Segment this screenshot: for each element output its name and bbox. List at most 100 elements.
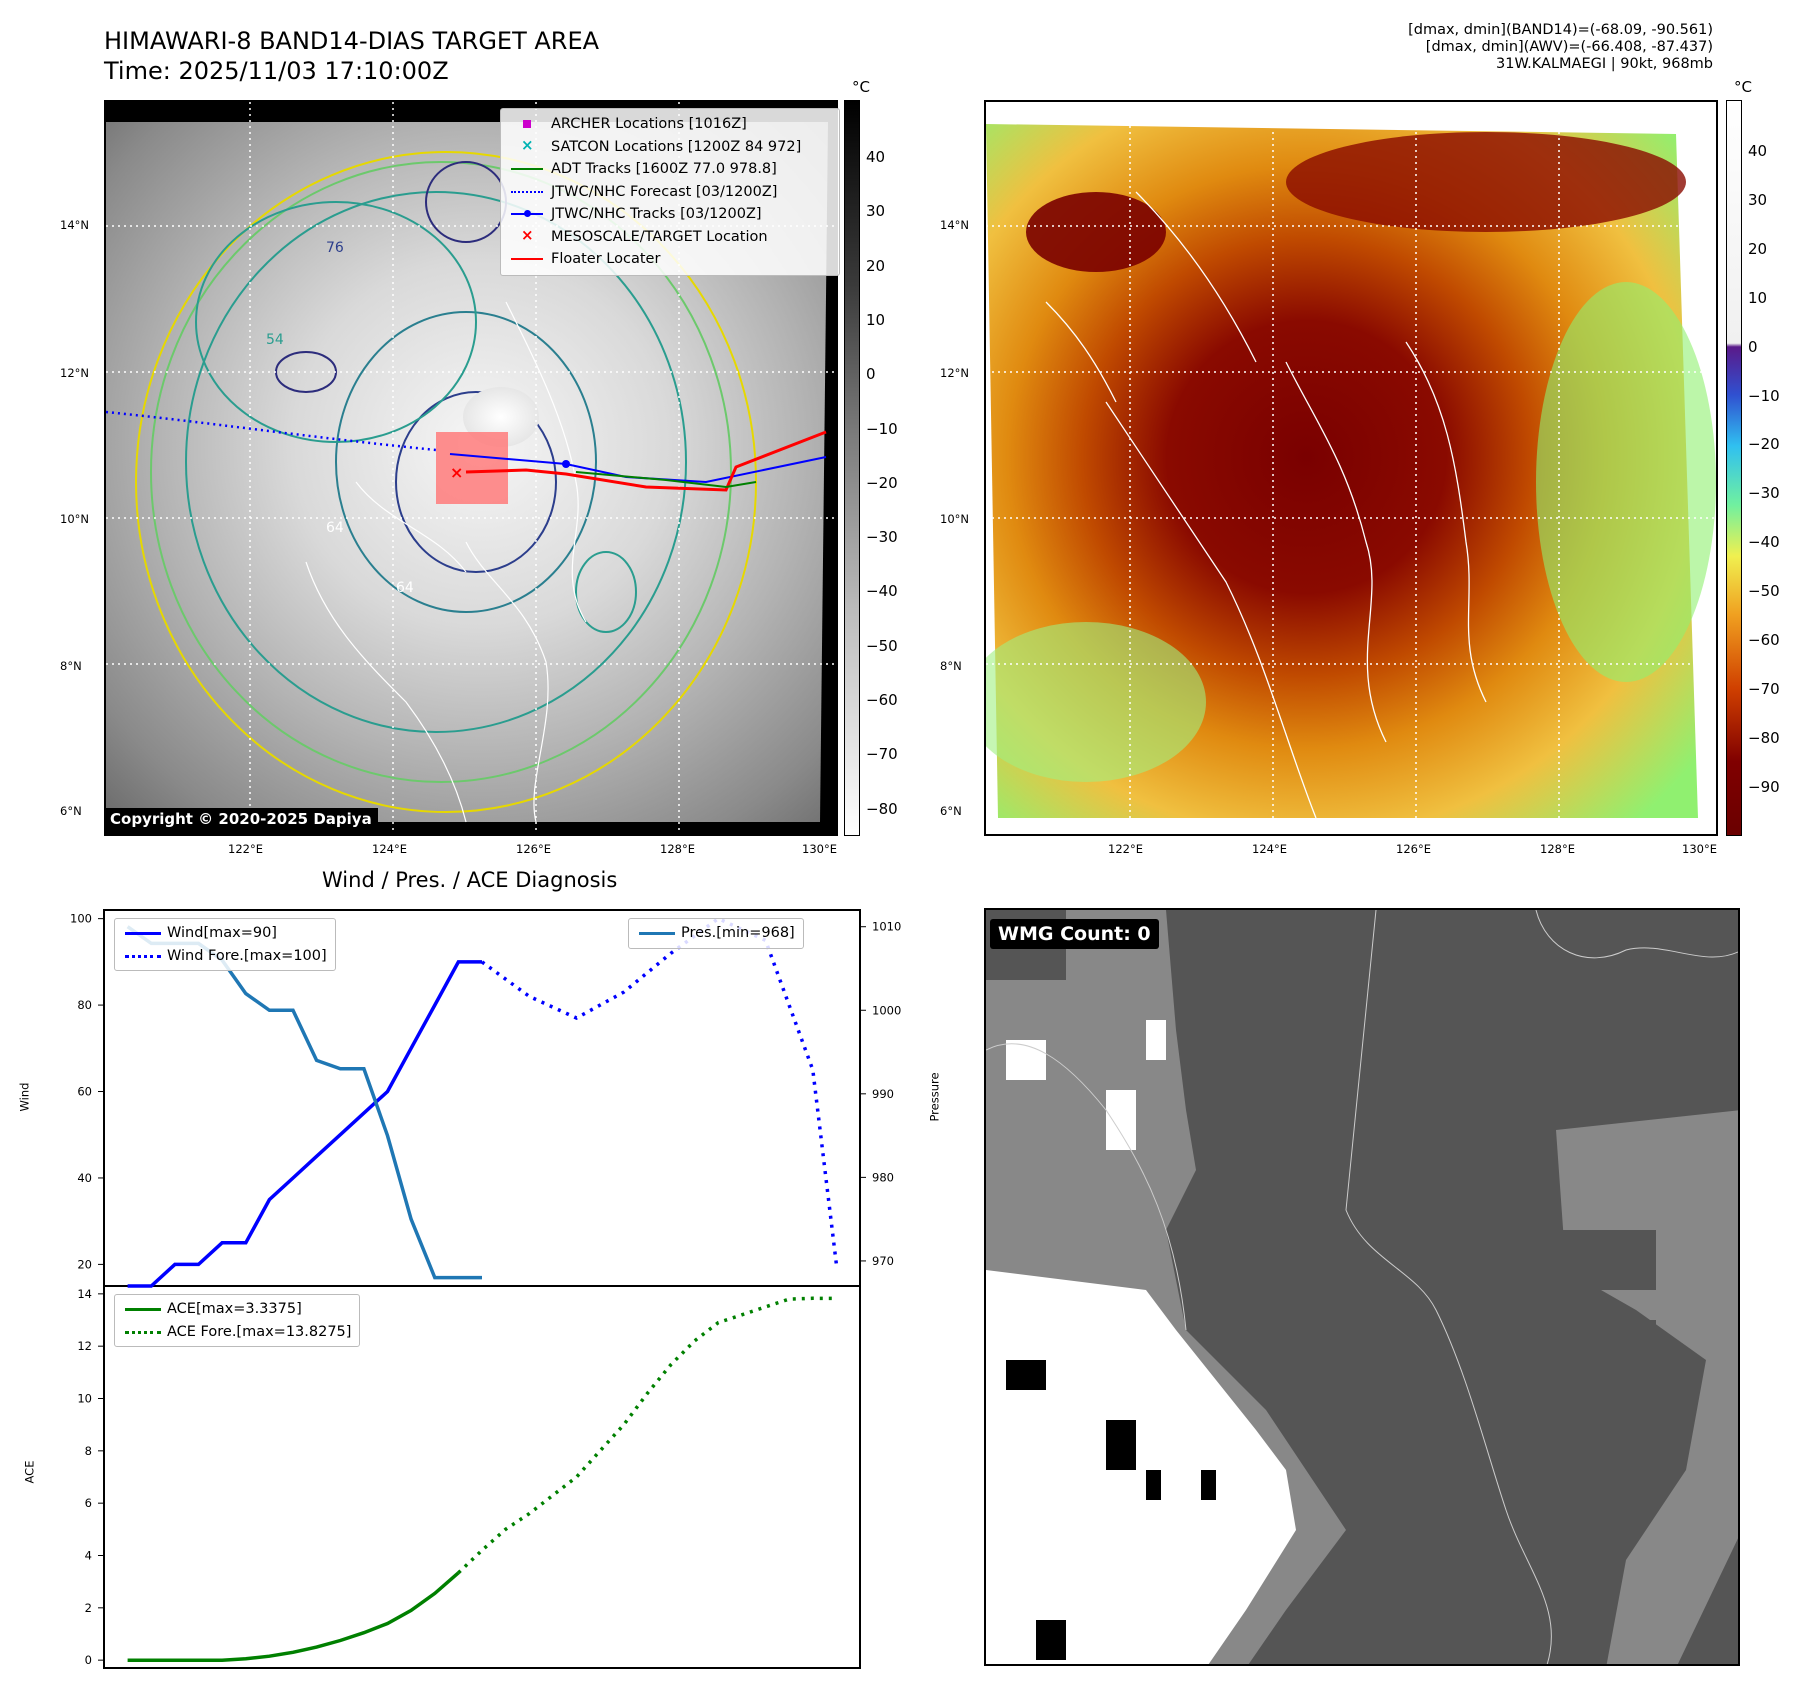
colorbar-tick-label: −30 — [866, 528, 898, 547]
ace-y-tick-label: 0 — [85, 1653, 92, 1667]
y2-tick-label: 980 — [872, 1170, 894, 1184]
y2-tick-label: 970 — [872, 1254, 894, 1268]
colorbar-tick-label: −30 — [1748, 484, 1780, 503]
ace-axis-label: ACE — [22, 1460, 37, 1484]
diagnosis-title: Wind / Pres. / ACE Diagnosis — [322, 868, 618, 892]
colorbar-tick-label: −60 — [1748, 631, 1780, 649]
lat-tick-label: 6°N — [60, 804, 82, 818]
awv-colorbar-unit: °C — [1734, 78, 1752, 96]
wmg-panel — [984, 908, 1740, 1666]
colorbar-tick-label: 30 — [866, 202, 886, 221]
lat-tick-label: 10°N — [60, 512, 89, 526]
ace-y-tick-label: 6 — [85, 1496, 92, 1510]
colorbar-tick-label: 0 — [1748, 337, 1758, 356]
colorbar-tick-label: −90 — [1748, 777, 1780, 796]
dotted-line-icon — [507, 185, 551, 199]
colorbar-tick-label: 40 — [1748, 142, 1768, 160]
line-marker-icon — [507, 162, 551, 176]
diagnosis-chart: 100 80 60 40 20 1010 1000 990 980 970 14 12 10 8 6 4 2 0 — [70, 909, 901, 1669]
colorbar-tick-label: 10 — [866, 310, 886, 329]
pressure-series-line — [126, 925, 482, 1280]
ir-colorbar — [844, 100, 860, 836]
legend-item-ace: ACE[max=3.3375] — [123, 1298, 351, 1321]
pres-legend: Pres.[min=968] — [628, 918, 804, 949]
title-line-2: Time: 2025/11/03 17:10:00Z — [104, 57, 449, 85]
lon-tick-label: 128°E — [1540, 842, 1575, 856]
y-tick-label: 80 — [77, 998, 92, 1012]
colorbar-tick-label: −80 — [1748, 728, 1780, 747]
colorbar-tick-label: 30 — [1748, 190, 1768, 209]
awv-colorbar — [1726, 100, 1742, 836]
legend-item-ace-fore: ACE Fore.[max=13.8275] — [123, 1321, 351, 1344]
ace-y-tick-label: 4 — [85, 1548, 92, 1562]
ir-colorbar-unit: °C — [852, 78, 870, 96]
y-tick-label: 60 — [77, 1085, 92, 1099]
pressure-axis-label: Pressure — [927, 1072, 942, 1122]
legend-item-adt: ADT Tracks [1600Z 77.0 978.8] — [507, 158, 833, 181]
y2-tick-label: 990 — [872, 1087, 894, 1101]
stats-awv: [dmax, dmin](AWV)=(-66.408, -87.437) — [1425, 39, 1713, 55]
wind-series-line — [127, 960, 482, 1288]
x-marker-icon: × — [521, 225, 534, 244]
x-marker-icon: × — [521, 135, 534, 154]
lat-tick-label: 14°N — [60, 218, 89, 232]
y-tick-label: 20 — [77, 1257, 92, 1271]
colorbar-tick-label: −80 — [866, 799, 898, 818]
ir-legend: ARCHER Locations [1016Z] × SATCON Locatio… — [500, 108, 840, 276]
colorbar-tick-label: 20 — [866, 256, 886, 275]
colorbar-tick-label: −70 — [866, 745, 898, 764]
ace-y-tick-label: 10 — [77, 1392, 92, 1406]
awv-map-image — [986, 102, 1716, 834]
lon-tick-label: 126°E — [516, 842, 551, 856]
lat-tick-label: 8°N — [60, 659, 82, 673]
lon-tick-label: 130°E — [1682, 842, 1717, 856]
lat-tick-label: 12°N — [60, 366, 89, 380]
legend-item-forecast: JTWC/NHC Forecast [03/1200Z] — [507, 181, 833, 204]
colorbar-tick-label: −20 — [1748, 435, 1780, 454]
dotted-line-icon — [123, 1325, 167, 1339]
wind-legend: Wind[max=90] Wind Fore.[max=100] — [114, 918, 336, 971]
colorbar-tick-label: −50 — [1748, 582, 1780, 601]
lat-tick-label: 6°N — [940, 804, 962, 818]
ace-axes-frame — [103, 1285, 861, 1669]
colorbar-tick-label: −40 — [866, 582, 898, 601]
colorbar-tick-label: −10 — [1748, 386, 1780, 405]
lat-tick-label: 12°N — [940, 366, 969, 380]
legend-item-wind-fore: Wind Fore.[max=100] — [123, 945, 327, 968]
square-marker-icon — [507, 117, 551, 131]
contour-label: 54 — [266, 332, 284, 348]
awv-map-panel — [984, 100, 1718, 836]
colorbar-tick-label: 20 — [1748, 239, 1768, 258]
legend-item-target: × MESOSCALE/TARGET Location — [507, 226, 833, 249]
colorbar-tick-label: −10 — [866, 419, 898, 438]
copyright-badge: Copyright © 2020-2025 Dapiya — [104, 808, 378, 830]
legend-item-archer: ARCHER Locations [1016Z] — [507, 113, 833, 136]
y2-tick-label: 1010 — [872, 920, 901, 934]
legend-item-tracks: JTWC/NHC Tracks [03/1200Z] — [507, 203, 833, 226]
lat-tick-label: 14°N — [940, 218, 969, 232]
lon-tick-label: 124°E — [372, 842, 407, 856]
legend-item-satcon: × SATCON Locations [1200Z 84 972] — [507, 136, 833, 159]
lon-tick-label: 122°E — [228, 842, 263, 856]
ace-y-tick-label: 8 — [85, 1444, 92, 1458]
line-marker-icon — [507, 252, 551, 266]
dotted-line-icon — [123, 949, 167, 963]
colorbar-tick-label: −20 — [866, 473, 898, 492]
colorbar-tick-label: 10 — [1748, 288, 1768, 307]
legend-item-floater: Floater Locater — [507, 248, 833, 271]
wmg-count-badge: WMG Count: 0 — [990, 919, 1159, 949]
colorbar-tick-label: −70 — [1748, 679, 1780, 698]
line-dot-icon — [507, 207, 551, 221]
line-marker-icon — [637, 926, 681, 940]
lon-tick-label: 128°E — [660, 842, 695, 856]
colorbar-tick-label: −50 — [866, 636, 898, 655]
lon-tick-label: 130°E — [802, 842, 837, 856]
colorbar-tick-label: 0 — [866, 365, 876, 384]
ir-map-image: × — [106, 102, 836, 834]
figure-title: HIMAWARI-8 BAND14-DIAS TARGET AREA Time:… — [104, 26, 599, 86]
y2-tick-label: 1000 — [872, 1003, 901, 1017]
line-marker-icon — [123, 1302, 167, 1316]
line-marker-icon — [123, 926, 167, 940]
legend-item-wind: Wind[max=90] — [123, 922, 327, 945]
lat-tick-label: 10°N — [940, 512, 969, 526]
